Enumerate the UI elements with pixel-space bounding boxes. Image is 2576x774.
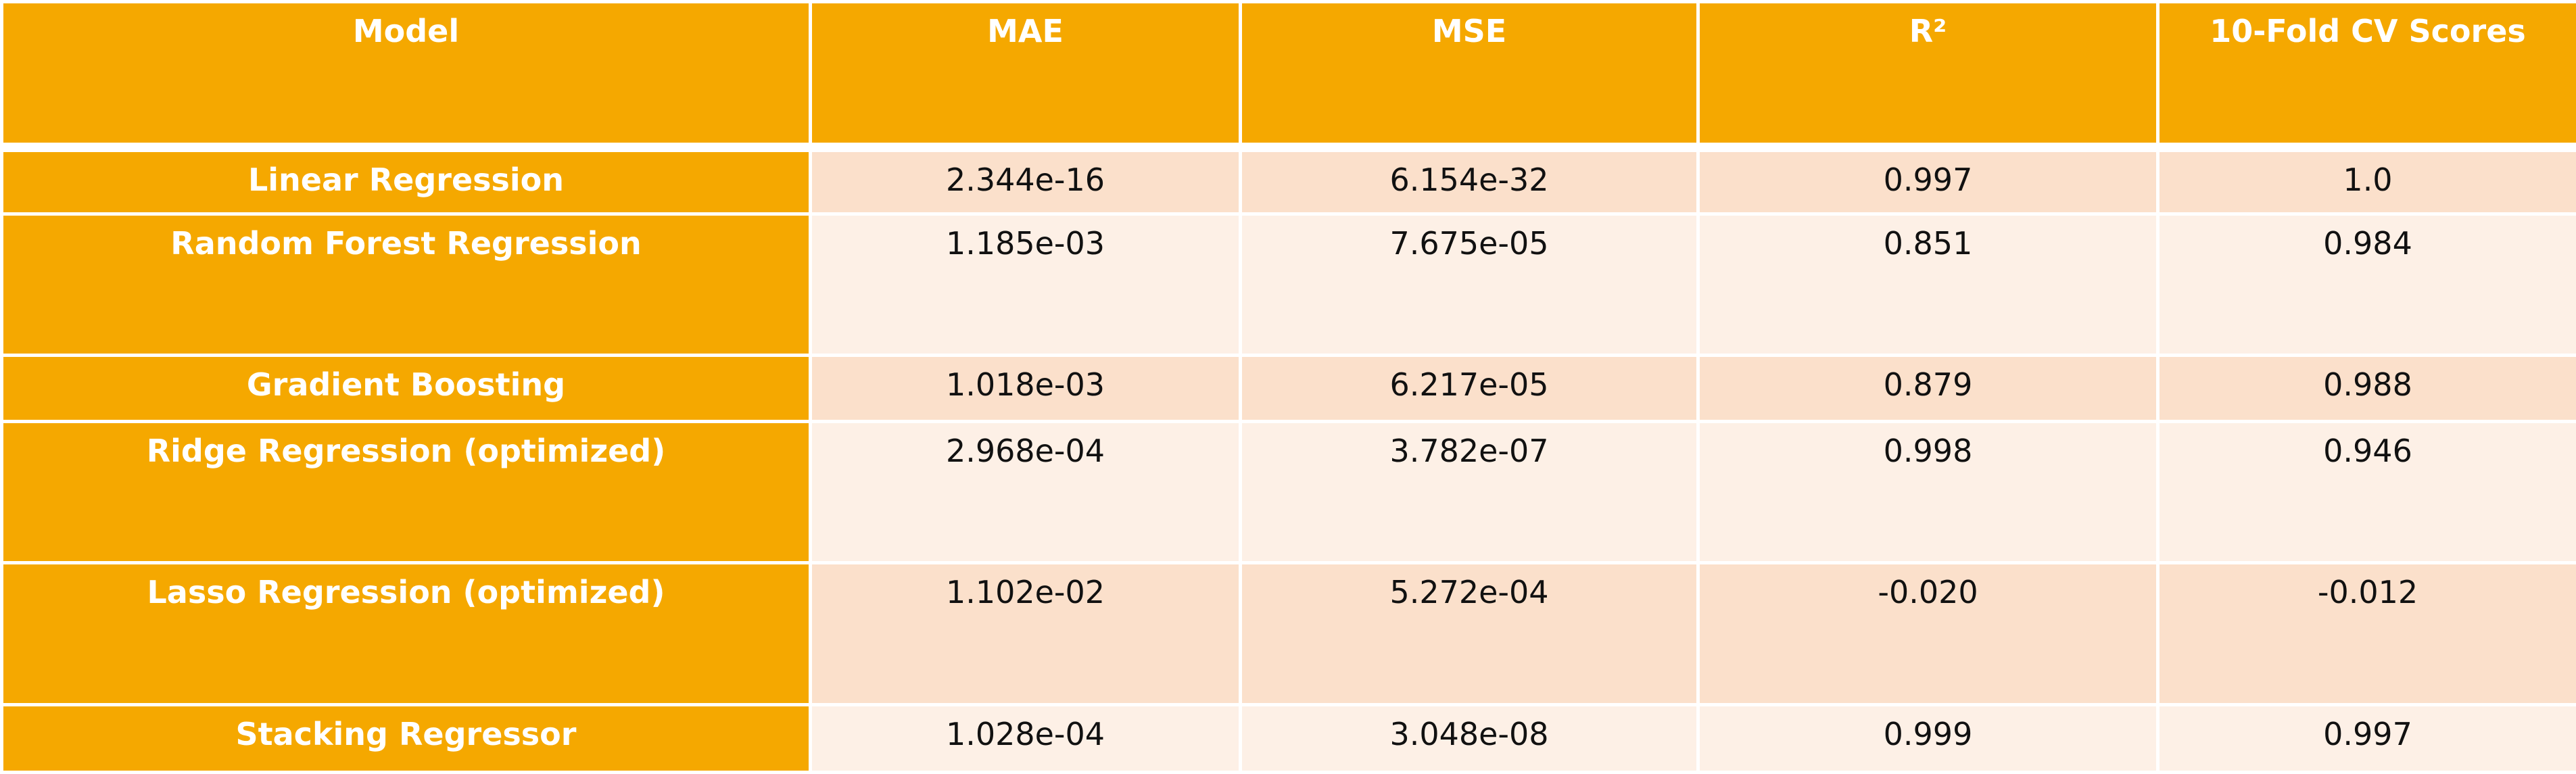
- r2-value: -0.020: [1696, 561, 2160, 706]
- table-row: Linear Regression 2.344e-16 6.154e-32 0.…: [0, 145, 2576, 216]
- mae-value: 2.344e-16: [809, 145, 1242, 216]
- mae-value: 2.968e-04: [809, 420, 1242, 565]
- cv-value: 0.997: [2156, 702, 2576, 774]
- r2-value: 0.851: [1696, 212, 2160, 357]
- header-row: Model MAE MSE R² 10-Fold CV Scores: [0, 0, 2576, 152]
- table-row: Random Forest Regression 1.185e-03 7.675…: [0, 212, 2576, 357]
- mse-value: 7.675e-05: [1239, 212, 1700, 357]
- table-row: Lasso Regression (optimized) 1.102e-02 5…: [0, 561, 2576, 706]
- table-row: Stacking Regressor 1.028e-04 3.048e-08 0…: [0, 702, 2576, 774]
- model-name: Stacking Regressor: [0, 702, 812, 774]
- r2-value: 0.997: [1696, 145, 2160, 216]
- model-name: Gradient Boosting: [0, 353, 812, 424]
- mse-value: 3.782e-07: [1239, 420, 1700, 565]
- cv-value: 0.988: [2156, 353, 2576, 424]
- mse-value: 6.217e-05: [1239, 353, 1700, 424]
- r2-value: 0.998: [1696, 420, 2160, 565]
- mae-value: 1.185e-03: [809, 212, 1242, 357]
- header-mse: MSE: [1239, 0, 1700, 152]
- mae-value: 1.102e-02: [809, 561, 1242, 706]
- model-name: Ridge Regression (optimized): [0, 420, 812, 565]
- cv-value: 0.984: [2156, 212, 2576, 357]
- r2-value: 0.879: [1696, 353, 2160, 424]
- table-row: Gradient Boosting 1.018e-03 6.217e-05 0.…: [0, 353, 2576, 424]
- r2-value: 0.999: [1696, 702, 2160, 774]
- header-cv: 10-Fold CV Scores: [2156, 0, 2576, 152]
- cv-value: -0.012: [2156, 561, 2576, 706]
- model-name: Linear Regression: [0, 145, 812, 216]
- mse-value: 6.154e-32: [1239, 145, 1700, 216]
- table-row: Ridge Regression (optimized) 2.968e-04 3…: [0, 420, 2576, 565]
- cv-value: 0.946: [2156, 420, 2576, 565]
- mse-value: 5.272e-04: [1239, 561, 1700, 706]
- model-name: Lasso Regression (optimized): [0, 561, 812, 706]
- mae-value: 1.028e-04: [809, 702, 1242, 774]
- header-mae: MAE: [809, 0, 1242, 152]
- model-name: Random Forest Regression: [0, 212, 812, 357]
- header-model: Model: [0, 0, 812, 152]
- cv-value: 1.0: [2156, 145, 2576, 216]
- mae-value: 1.018e-03: [809, 353, 1242, 424]
- header-r2: R²: [1696, 0, 2160, 152]
- mse-value: 3.048e-08: [1239, 702, 1700, 774]
